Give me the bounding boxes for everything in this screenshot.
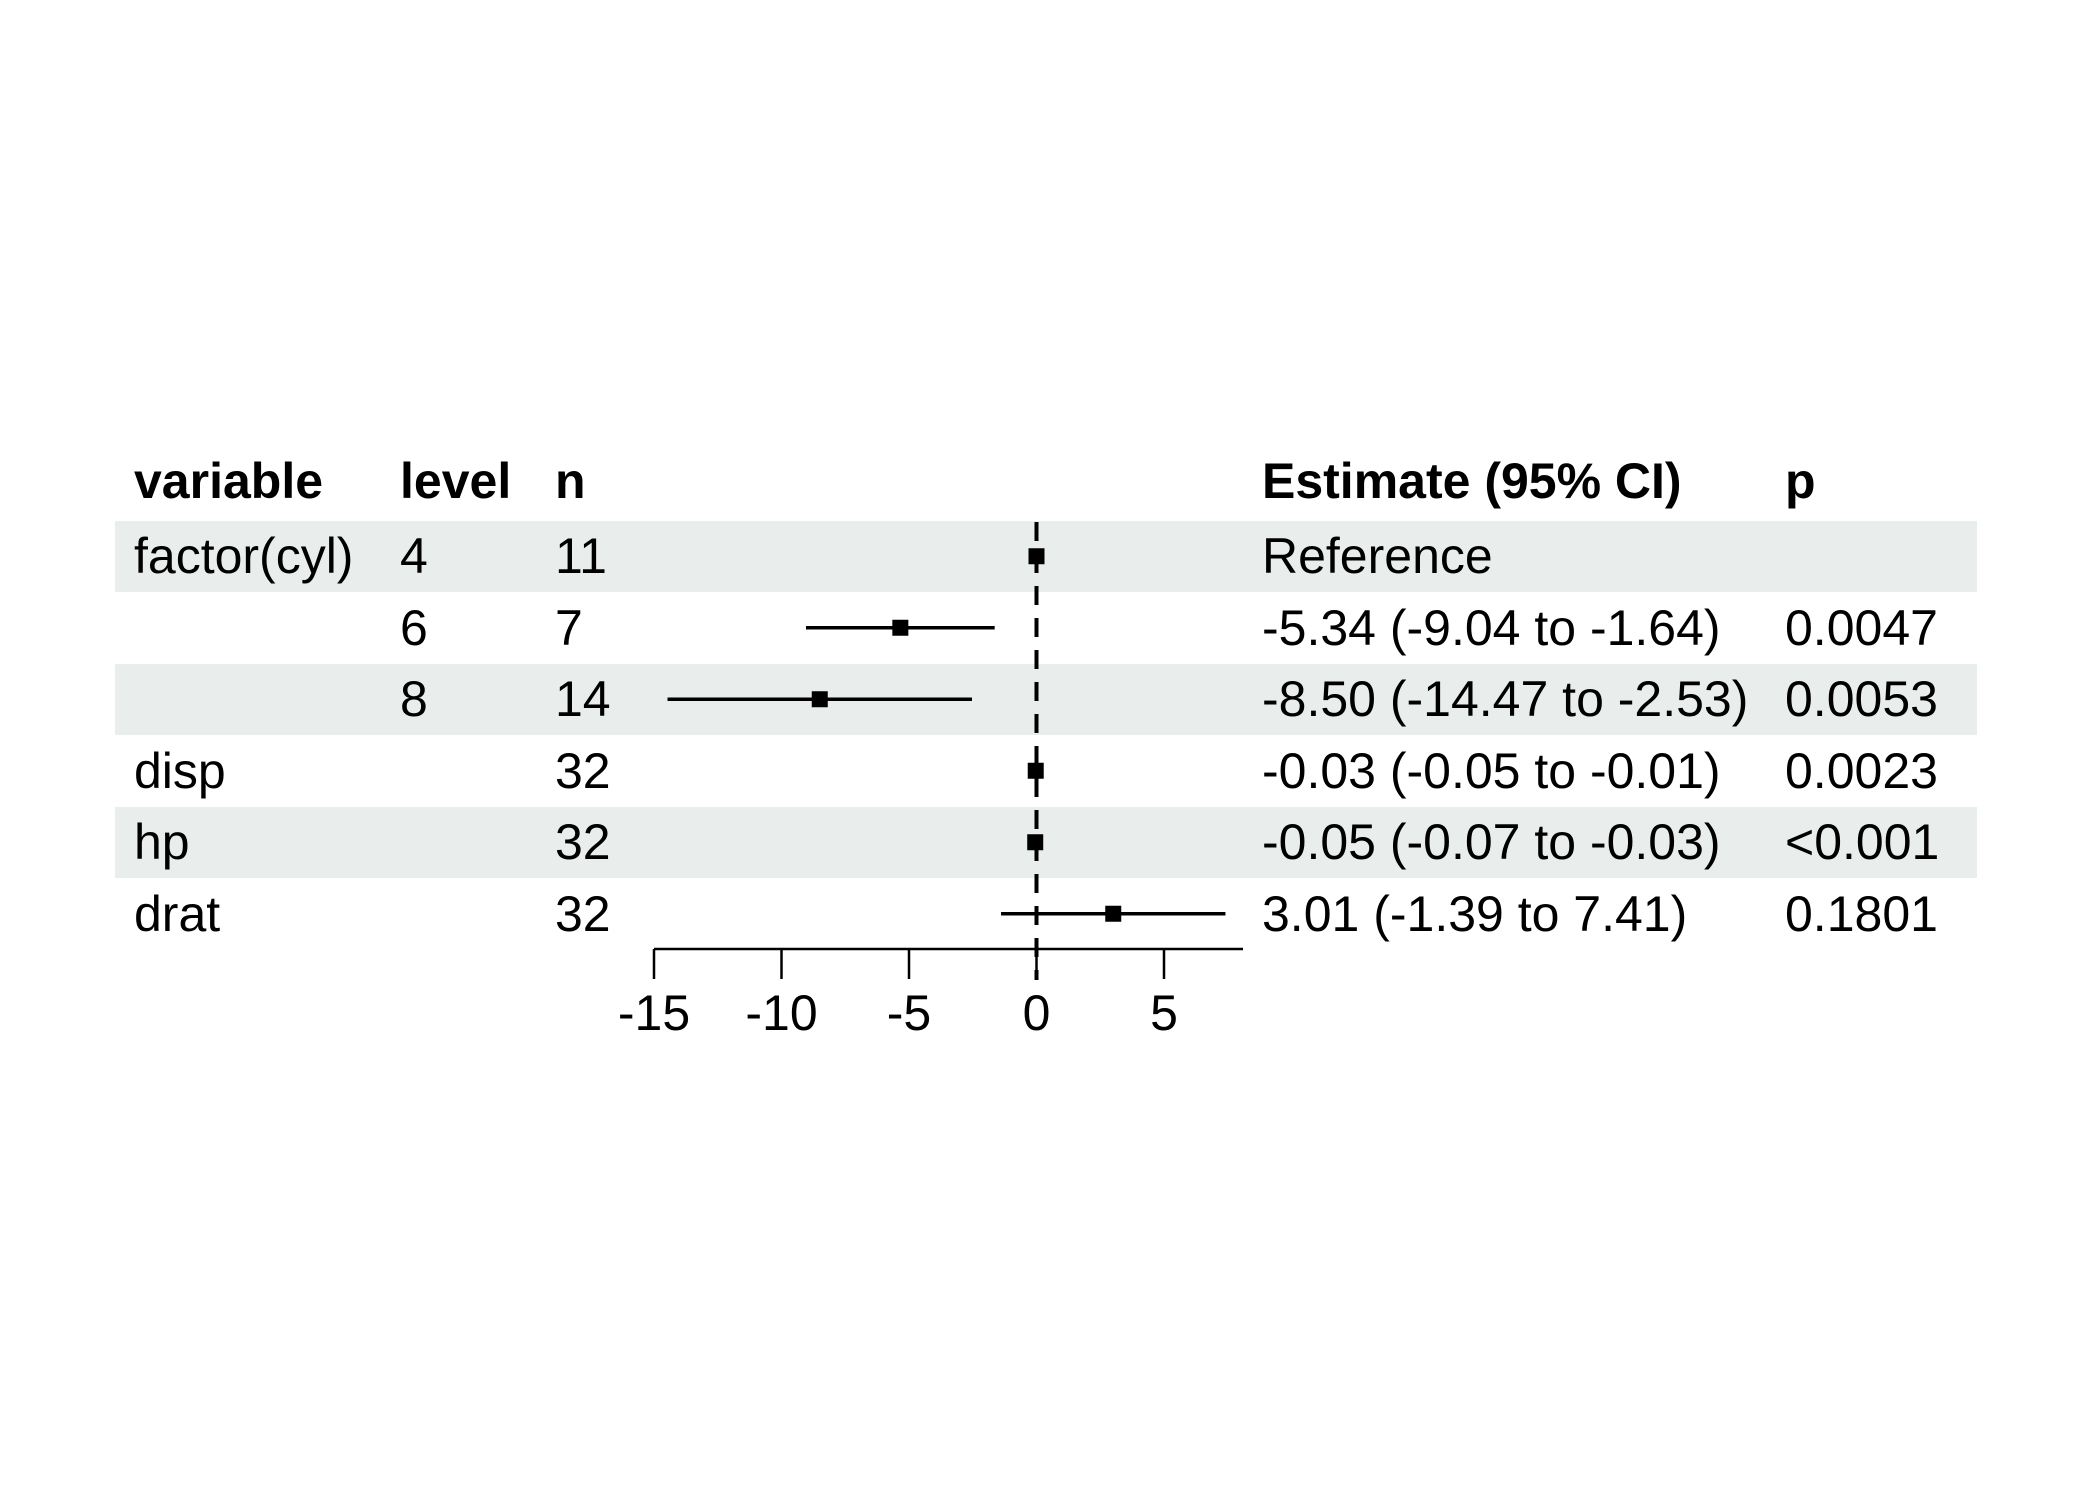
row-estimate-ci-value: -5.34 (-9.04 to -1.64) <box>1262 599 1721 656</box>
row-shading-band <box>115 806 1977 878</box>
row-shading-band <box>115 663 1977 735</box>
row-p-value: 0.0053 <box>1785 671 1938 728</box>
x-axis-tick-label: 5 <box>1150 985 1178 1041</box>
row-level-value: 8 <box>400 671 428 728</box>
row-p-value: 0.0047 <box>1785 599 1938 656</box>
row-n-value: 14 <box>555 671 611 728</box>
x-axis-tick-label: -10 <box>745 985 817 1041</box>
row-p-value: <0.001 <box>1785 814 1940 871</box>
x-axis-tick-label: -5 <box>887 985 931 1041</box>
column-header-variable: variable <box>134 452 324 509</box>
row-n-value: 11 <box>555 528 607 585</box>
row-estimate-ci-value: Reference <box>1262 528 1493 585</box>
row-estimate-ci-value: -8.50 (-14.47 to -2.53) <box>1262 671 1749 728</box>
row-estimate-ci-value: 3.01 (-1.39 to 7.41) <box>1262 885 1688 942</box>
row-variable-label: disp <box>134 742 226 799</box>
estimate-point-marker <box>892 619 909 636</box>
row-estimate-ci-value: -0.03 (-0.05 to -0.01) <box>1262 742 1721 799</box>
row-variable-label: factor(cyl) <box>134 528 354 585</box>
x-axis-tick-label: -15 <box>618 985 690 1041</box>
estimate-point-marker <box>1105 905 1122 922</box>
row-variable-label: drat <box>134 885 221 942</box>
row-level-value: 6 <box>400 599 428 656</box>
x-axis-tick-label: 0 <box>1023 985 1051 1041</box>
row-shading-band <box>115 520 1977 592</box>
row-p-value: 0.0023 <box>1785 742 1938 799</box>
row-p-value: 0.1801 <box>1785 885 1938 942</box>
estimate-point-marker <box>1027 762 1044 779</box>
row-level-value: 4 <box>400 528 428 585</box>
column-header-p: p <box>1785 452 1816 509</box>
row-variable-label: hp <box>134 814 190 871</box>
row-estimate-ci-value: -0.05 (-0.07 to -0.03) <box>1262 814 1721 871</box>
row-n-value: 32 <box>555 885 611 942</box>
column-header-n: n <box>555 452 586 509</box>
column-header-estimate: Estimate (95% CI) <box>1262 452 1682 509</box>
row-n-value: 7 <box>555 599 583 656</box>
row-n-value: 32 <box>555 742 611 799</box>
row-n-value: 32 <box>555 814 611 871</box>
column-header-level: level <box>400 452 512 509</box>
